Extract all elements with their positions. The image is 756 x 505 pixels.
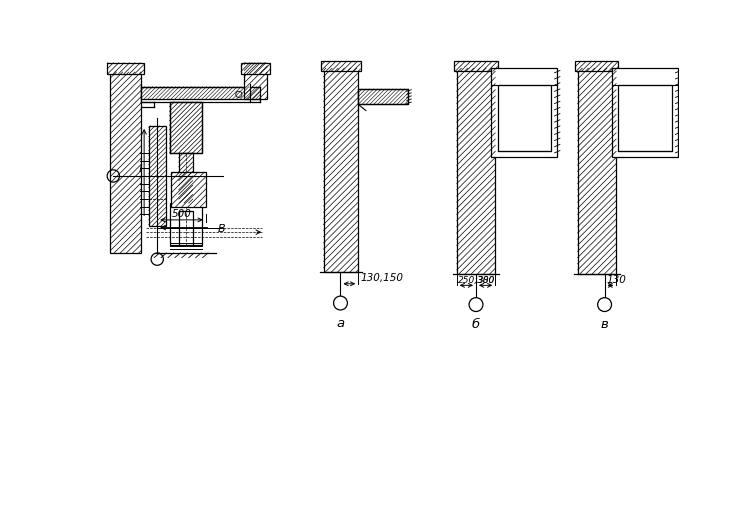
Bar bbox=[618, 86, 671, 152]
Text: 250,300: 250,300 bbox=[458, 275, 496, 284]
Bar bbox=[110, 73, 141, 254]
Bar bbox=[321, 62, 361, 72]
Bar bbox=[178, 154, 193, 204]
Bar bbox=[358, 90, 408, 105]
Bar bbox=[457, 69, 495, 274]
Bar bbox=[149, 127, 166, 227]
Bar bbox=[107, 64, 144, 74]
Text: 130,150: 130,150 bbox=[361, 273, 404, 283]
Bar bbox=[178, 211, 193, 246]
Bar bbox=[171, 173, 206, 208]
Bar bbox=[244, 64, 268, 100]
Text: 130: 130 bbox=[606, 274, 626, 284]
Bar bbox=[141, 87, 260, 100]
Text: 500: 500 bbox=[172, 208, 191, 218]
Bar bbox=[358, 90, 408, 105]
Bar bbox=[454, 62, 497, 72]
Bar bbox=[241, 64, 271, 74]
Bar bbox=[169, 204, 202, 246]
Bar bbox=[612, 69, 677, 158]
Polygon shape bbox=[169, 103, 202, 108]
Bar bbox=[169, 103, 202, 154]
Text: 380: 380 bbox=[478, 275, 494, 284]
Bar bbox=[578, 69, 616, 274]
Text: a: a bbox=[336, 316, 345, 329]
Text: в: в bbox=[601, 318, 609, 331]
Bar bbox=[575, 62, 618, 72]
Bar bbox=[497, 86, 550, 152]
Bar bbox=[324, 69, 358, 273]
Text: l: l bbox=[138, 164, 142, 174]
Bar bbox=[491, 69, 557, 158]
Text: б: б bbox=[472, 318, 480, 331]
Text: B: B bbox=[218, 224, 226, 234]
